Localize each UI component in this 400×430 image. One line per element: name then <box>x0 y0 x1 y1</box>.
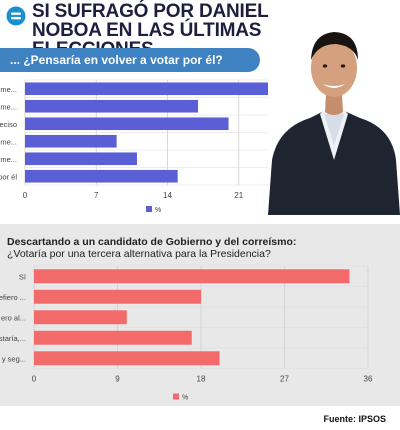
question-banner: ... ¿Pensaría en volver a votar por él? <box>0 48 260 72</box>
chart2-bar <box>34 310 127 325</box>
chart1-bar <box>25 134 117 148</box>
chart1-category-label: me... <box>0 137 17 146</box>
chart1-category-label: por él <box>0 172 17 181</box>
chart1-category-label: eciso <box>0 120 17 129</box>
chart-vote-again: 0 7 14 21 me... me... eciso me... me... por él% <box>0 79 268 214</box>
chart1-category-label: me... <box>0 85 17 94</box>
chart1-legend-label: % <box>155 207 161 214</box>
chart1-category-label: me... <box>0 102 17 111</box>
chart2-category-label: staría,... <box>0 334 26 343</box>
chart1-bar <box>25 99 199 113</box>
chart2-tick-label: 18 <box>197 375 206 384</box>
chart2-tick-label: 0 <box>32 375 37 384</box>
person-portrait <box>268 32 400 215</box>
chart2-bar <box>34 289 201 304</box>
chart1-legend-swatch <box>146 206 152 212</box>
section2-subtitle: ¿Votaría por una tercera alternativa par… <box>7 248 271 260</box>
chart1-tick-label: 21 <box>234 191 243 200</box>
chart1-bar <box>25 82 268 96</box>
chart2-bar <box>34 351 220 366</box>
chart2-tick-label: 27 <box>280 375 289 384</box>
chart2-category-label: Sí <box>19 272 27 281</box>
chart2-legend-label: % <box>182 395 188 402</box>
source-note: Fuente: IPSOS <box>323 414 386 424</box>
chart1-bar <box>25 169 178 183</box>
chart2-bar <box>34 330 192 345</box>
chart2-bar <box>34 269 350 284</box>
section2-title: Descartando a un candidato de Gobierno y… <box>7 236 297 248</box>
chart1-category-label: me... <box>0 155 17 164</box>
chart1-tick-label: 7 <box>94 191 99 200</box>
chart-third-alternative: 0 9 18 27 36 Sí efiero ... ero al... staría,... y… <box>0 265 373 402</box>
chart1-tick-label: 0 <box>23 191 28 200</box>
chart1-tick-label: 14 <box>163 191 172 200</box>
chart2-category-label: y seg... <box>2 354 26 363</box>
chart1-bar <box>25 117 229 131</box>
chart2-tick-label: 36 <box>364 375 373 384</box>
chart2-legend-swatch <box>173 393 179 400</box>
ipsos-logo-icon <box>6 6 26 26</box>
chart2-category-label: ero al... <box>1 313 26 322</box>
chart2-tick-label: 9 <box>115 375 120 384</box>
chart2-category-label: efiero ... <box>0 293 26 302</box>
chart1-bar <box>25 152 137 166</box>
